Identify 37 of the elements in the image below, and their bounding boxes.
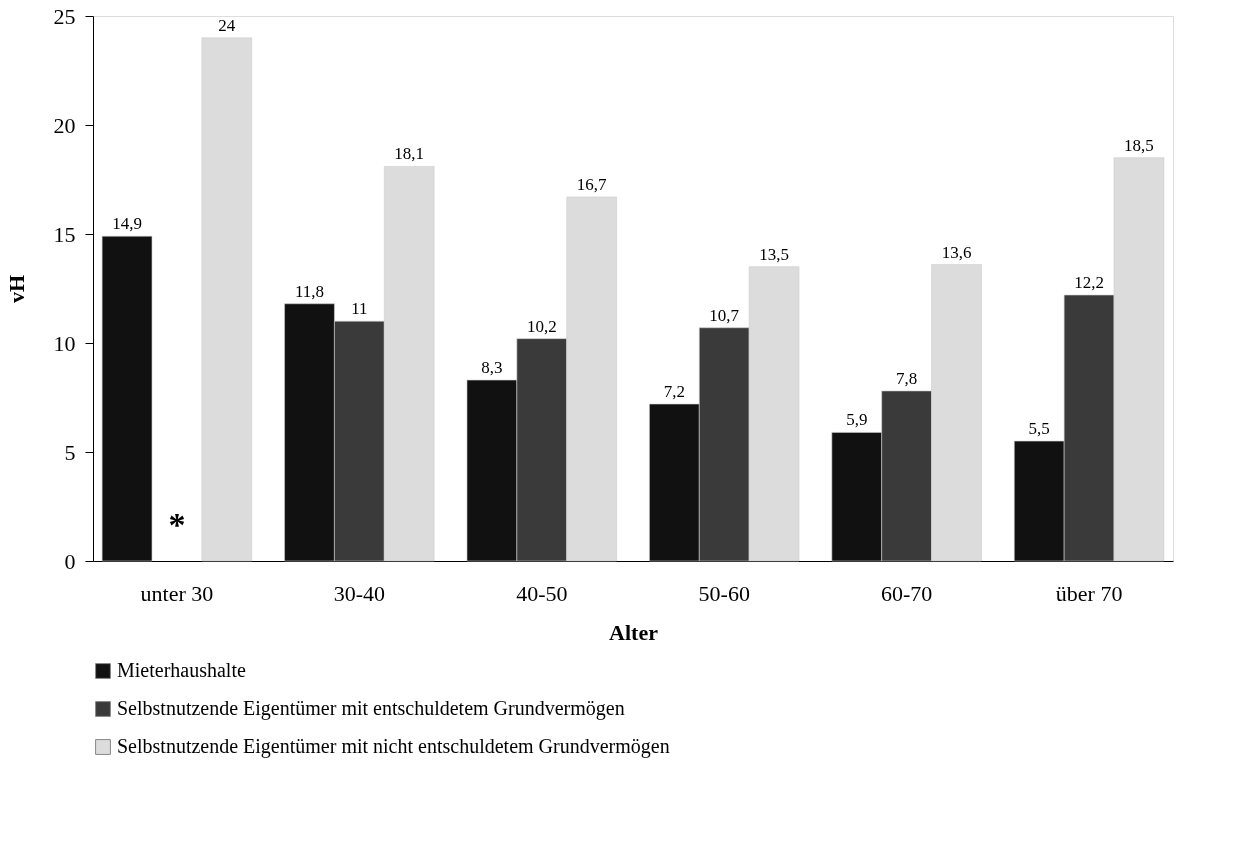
- legend-label: Mieterhaushalte: [117, 659, 246, 681]
- x-tick-label: 60-70: [880, 580, 933, 606]
- x-tick-label: über 70: [1055, 580, 1123, 606]
- legend-label: Selbstnutzende Eigentümer mit nicht entschuldetem Grundvermögen: [117, 735, 670, 758]
- y-axis-title: vH: [3, 274, 29, 304]
- data-label: 11,8: [294, 281, 325, 301]
- data-label: 10,7: [709, 305, 740, 325]
- data-label: 5,9: [846, 410, 868, 430]
- y-tick-label: 0: [64, 548, 76, 574]
- data-label: 18,1: [394, 144, 425, 164]
- y-tick-label: 20: [53, 112, 76, 138]
- y-tick-label: 5: [64, 439, 76, 465]
- x-axis-title: Alter: [609, 619, 659, 645]
- data-label: 14,9: [112, 214, 142, 234]
- data-label: 7,2: [663, 382, 685, 402]
- data-label: 7,8: [896, 368, 918, 388]
- x-tick-label: unter 30: [140, 580, 214, 606]
- data-label: 13,6: [941, 242, 972, 262]
- annotation: *: [168, 506, 186, 543]
- data-label: 12,2: [1074, 273, 1104, 293]
- data-label: 13,5: [759, 244, 789, 264]
- bar: [101, 235, 153, 562]
- data-label: 5,5: [1028, 419, 1050, 439]
- data-label: 11: [351, 299, 368, 319]
- x-tick-label: 50-60: [698, 580, 750, 606]
- data-label: 16,7: [576, 174, 608, 194]
- legend-label: Selbstnutzende Eigentümer mit entschuldetem Grundvermögen: [117, 697, 625, 720]
- data-label: 24: [218, 15, 236, 35]
- data-label: 10,2: [526, 316, 557, 336]
- y-tick-label: 25: [53, 3, 76, 29]
- data-label: 18,5: [1124, 135, 1154, 155]
- x-tick-label: 30-40: [333, 580, 386, 606]
- data-label: 8,3: [481, 358, 503, 378]
- y-tick-label: 15: [53, 221, 76, 247]
- y-tick-label: 10: [53, 330, 76, 356]
- x-tick-label: 40-50: [516, 580, 568, 606]
- bar: [201, 37, 253, 562]
